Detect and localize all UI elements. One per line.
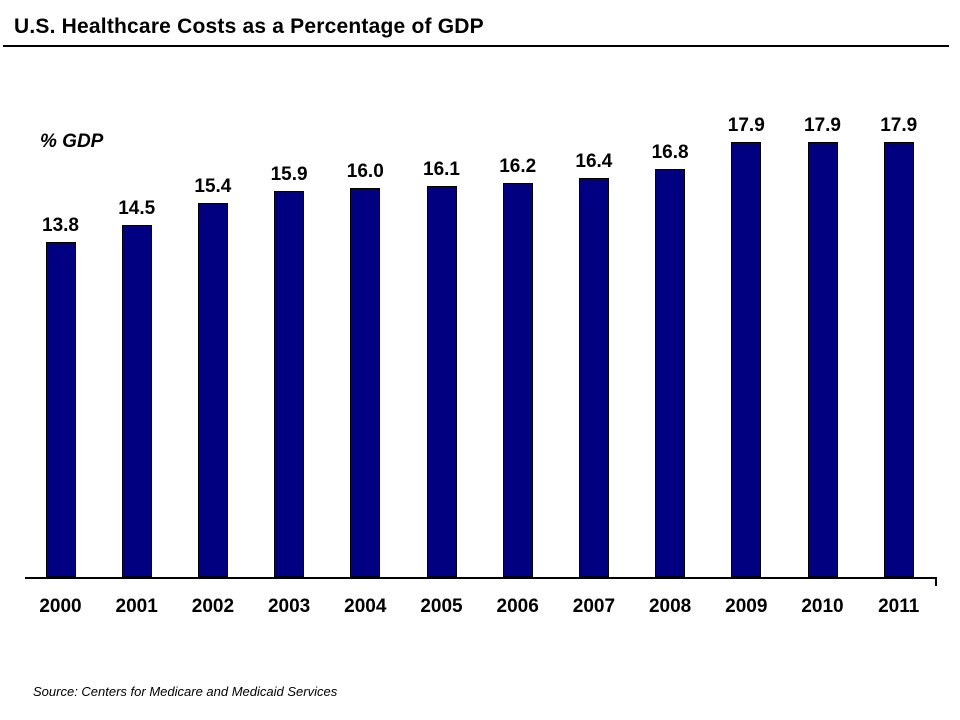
x-axis-label-2011: 2011 — [878, 596, 920, 617]
x-axis-label-2008: 2008 — [648, 596, 692, 617]
bar-2003 — [274, 191, 305, 577]
bar-value-label-2011: 17.9 — [880, 115, 918, 136]
bar-2004 — [350, 188, 381, 577]
x-axis-line — [25, 577, 937, 579]
bar-2010 — [807, 142, 838, 577]
bar-2011 — [883, 142, 914, 577]
chart-title: U.S. Healthcare Costs as a Percentage of… — [14, 15, 484, 38]
bar-value-label-2007: 16.4 — [575, 151, 613, 172]
x-axis-label-2004: 2004 — [344, 596, 387, 617]
bar-value-label-2010: 17.9 — [804, 115, 841, 136]
x-axis-label-2006: 2006 — [496, 596, 539, 617]
x-axis-label-2005: 2005 — [420, 596, 463, 617]
bar-value-label-2006: 16.2 — [499, 156, 537, 177]
bar-2008 — [655, 169, 686, 577]
x-axis-end-tick — [935, 577, 937, 586]
y-axis-unit-label: % GDP — [40, 131, 104, 152]
bar-value-label-2008: 16.8 — [651, 142, 689, 163]
bar-value-label-2009: 17.9 — [727, 115, 765, 136]
x-axis-label-2002: 2002 — [191, 596, 235, 617]
bar-value-label-2003: 15.9 — [270, 164, 308, 185]
bar-2002 — [197, 203, 228, 577]
bar-2007 — [578, 178, 609, 577]
bar-value-label-2001: 14.5 — [118, 198, 156, 219]
bar-value-label-2005: 16.1 — [423, 159, 460, 180]
bar-2006 — [502, 183, 533, 577]
x-axis-label-2009: 2009 — [725, 596, 768, 617]
bar-value-label-2000: 13.8 — [42, 215, 79, 236]
x-axis-label-2003: 2003 — [267, 596, 311, 617]
x-axis-label-2001: 2001 — [115, 596, 158, 617]
title-rule — [3, 45, 949, 47]
bar-2001 — [121, 225, 152, 577]
bar-2005 — [426, 186, 457, 577]
x-axis-label-2000: 2000 — [39, 596, 82, 617]
bar-2009 — [731, 142, 762, 577]
x-axis-label-2010: 2010 — [801, 596, 844, 617]
source-note: Source: Centers for Medicare and Medicai… — [33, 684, 338, 699]
bar-value-label-2004: 16.0 — [346, 161, 384, 182]
bar-2000 — [45, 242, 76, 577]
x-axis-label-2007: 2007 — [572, 596, 616, 617]
bar-value-label-2002: 15.4 — [194, 176, 232, 197]
